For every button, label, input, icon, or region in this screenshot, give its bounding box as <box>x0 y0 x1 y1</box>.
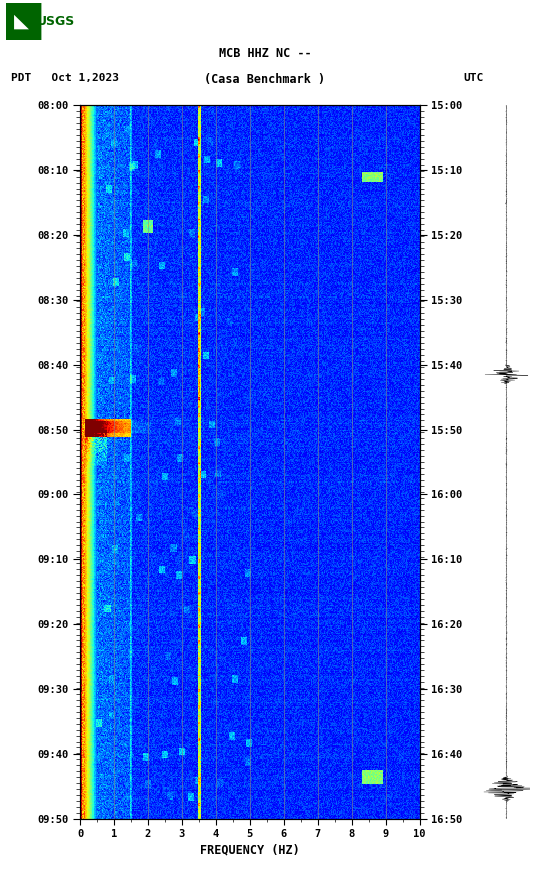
Text: UTC: UTC <box>464 73 484 83</box>
X-axis label: FREQUENCY (HZ): FREQUENCY (HZ) <box>200 844 300 856</box>
Text: MCB HHZ NC --: MCB HHZ NC -- <box>219 47 311 61</box>
Text: ◣: ◣ <box>14 12 29 31</box>
FancyBboxPatch shape <box>2 1 41 42</box>
Text: (Casa Benchmark ): (Casa Benchmark ) <box>204 73 326 87</box>
Text: PDT   Oct 1,2023: PDT Oct 1,2023 <box>11 73 119 83</box>
Text: USGS: USGS <box>36 15 75 28</box>
